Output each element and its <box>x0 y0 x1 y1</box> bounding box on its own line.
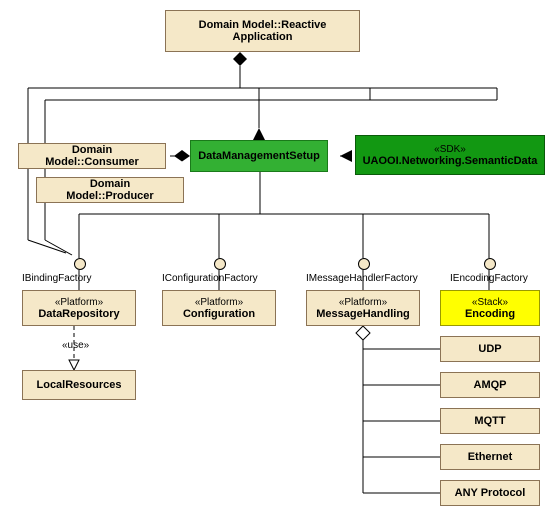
mqtt-label: MQTT <box>474 415 505 427</box>
consumer-box: Domain Model::Consumer <box>18 143 166 169</box>
producer-label: Domain Model::Producer <box>45 178 175 202</box>
encoding-box: «Stack» Encoding <box>440 290 540 326</box>
config-factory-label: IConfigurationFactory <box>162 273 258 284</box>
msg-factory-label: IMessageHandlerFactory <box>306 273 418 284</box>
amqp-box: AMQP <box>440 372 540 398</box>
enc-factory-label: IEncodingFactory <box>450 273 528 284</box>
ethernet-label: Ethernet <box>468 451 513 463</box>
config-factory-lollipop-icon <box>214 258 226 270</box>
binding-factory-lollipop-icon <box>74 258 86 270</box>
msg-label: MessageHandling <box>316 308 410 320</box>
message-handling-box: «Platform» MessageHandling <box>306 290 420 326</box>
local-res-label: LocalResources <box>37 379 122 391</box>
sdk-stereo: «SDK» <box>434 144 466 155</box>
producer-box: Domain Model::Producer <box>36 177 184 203</box>
data-repo-label: DataRepository <box>38 308 119 320</box>
consumer-label: Domain Model::Consumer <box>27 144 157 168</box>
sdk-box: «SDK» UAOOI.Networking.SemanticData <box>355 135 545 175</box>
configuration-box: «Platform» Configuration <box>162 290 276 326</box>
reactive-application-label: Domain Model::Reactive Application <box>174 19 351 43</box>
any-proto-label: ANY Protocol <box>455 487 526 499</box>
encoding-label: Encoding <box>465 308 515 320</box>
msg-factory-lollipop-icon <box>358 258 370 270</box>
sdk-label: UAOOI.Networking.SemanticData <box>363 155 538 167</box>
enc-factory-lollipop-icon <box>484 258 496 270</box>
amqp-label: AMQP <box>474 379 507 391</box>
msg-stereo: «Platform» <box>339 297 387 308</box>
udp-label: UDP <box>478 343 501 355</box>
data-management-setup-box: DataManagementSetup <box>190 140 328 172</box>
data-repo-stereo: «Platform» <box>55 297 103 308</box>
config-label: Configuration <box>183 308 255 320</box>
local-resources-box: LocalResources <box>22 370 136 400</box>
config-stereo: «Platform» <box>195 297 243 308</box>
reactive-application-box: Domain Model::Reactive Application <box>165 10 360 52</box>
dms-label: DataManagementSetup <box>198 150 320 162</box>
data-repository-box: «Platform» DataRepository <box>22 290 136 326</box>
binding-factory-label: IBindingFactory <box>22 273 91 284</box>
use-label: «use» <box>62 340 89 351</box>
any-protocol-box: ANY Protocol <box>440 480 540 506</box>
encoding-stereo: «Stack» <box>472 297 508 308</box>
ethernet-box: Ethernet <box>440 444 540 470</box>
udp-box: UDP <box>440 336 540 362</box>
mqtt-box: MQTT <box>440 408 540 434</box>
